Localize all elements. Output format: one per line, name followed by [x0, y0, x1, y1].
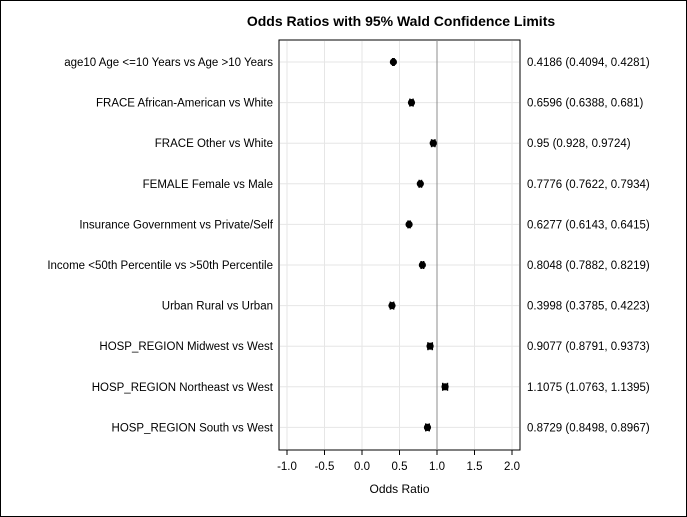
category-label-0: age10 Age <=10 Years vs Age >10 Years — [64, 57, 273, 69]
value-label-5: 0.8048 (0.7882, 0.8219) — [527, 260, 650, 272]
estimate-point-2 — [429, 139, 437, 147]
estimate-point-1 — [407, 99, 416, 107]
value-label-7: 0.9077 (0.8791, 0.9373) — [527, 341, 650, 353]
x-tick-label-1: -0.5 — [315, 461, 335, 473]
category-label-8: HOSP_REGION Northeast vs West — [92, 382, 274, 394]
estimate-point-9 — [423, 423, 432, 431]
category-label-5: Income <50th Percentile vs >50th Percent… — [47, 260, 273, 272]
estimate-point-3 — [416, 180, 424, 188]
value-label-0: 0.4186 (0.4094, 0.4281) — [527, 57, 650, 69]
category-label-1: FRACE African-American vs White — [96, 98, 273, 110]
x-tick-label-0: -1.0 — [277, 461, 297, 473]
category-label-2: FRACE Other vs White — [155, 138, 273, 150]
category-label-9: HOSP_REGION South vs West — [112, 422, 274, 434]
estimate-point-6 — [388, 302, 396, 310]
category-label-6: Urban Rural vs Urban — [162, 301, 273, 313]
value-label-1: 0.6596 (0.6388, 0.681) — [527, 98, 644, 110]
x-tick-label-3: 0.5 — [392, 461, 408, 473]
estimate-point-8 — [441, 383, 449, 391]
estimate-point-7 — [426, 342, 434, 350]
x-axis-label: Odds Ratio — [369, 482, 429, 496]
value-label-2: 0.95 (0.928, 0.9724) — [527, 138, 631, 150]
category-label-7: HOSP_REGION Midwest vs West — [99, 341, 273, 353]
value-label-8: 1.1075 (1.0763, 1.1395) — [527, 382, 650, 394]
category-label-3: FEMALE Female vs Male — [143, 179, 273, 191]
value-label-9: 0.8729 (0.8498, 0.8967) — [527, 422, 650, 434]
value-label-6: 0.3998 (0.3785, 0.4223) — [527, 301, 650, 313]
estimate-point-4 — [405, 220, 413, 228]
x-tick-label-6: 2.0 — [504, 461, 520, 473]
category-label-4: Insurance Government vs Private/Self — [79, 219, 273, 231]
estimate-point-0 — [389, 58, 397, 66]
x-tick-label-4: 1.0 — [429, 461, 445, 473]
estimate-point-5 — [418, 261, 426, 269]
chart-title: Odds Ratios with 95% Wald Confidence Lim… — [247, 13, 556, 29]
x-tick-label-2: 0.0 — [354, 461, 370, 473]
value-label-4: 0.6277 (0.6143, 0.6415) — [527, 219, 650, 231]
x-tick-label-5: 1.5 — [467, 461, 483, 473]
value-label-3: 0.7776 (0.7622, 0.7934) — [527, 179, 650, 191]
